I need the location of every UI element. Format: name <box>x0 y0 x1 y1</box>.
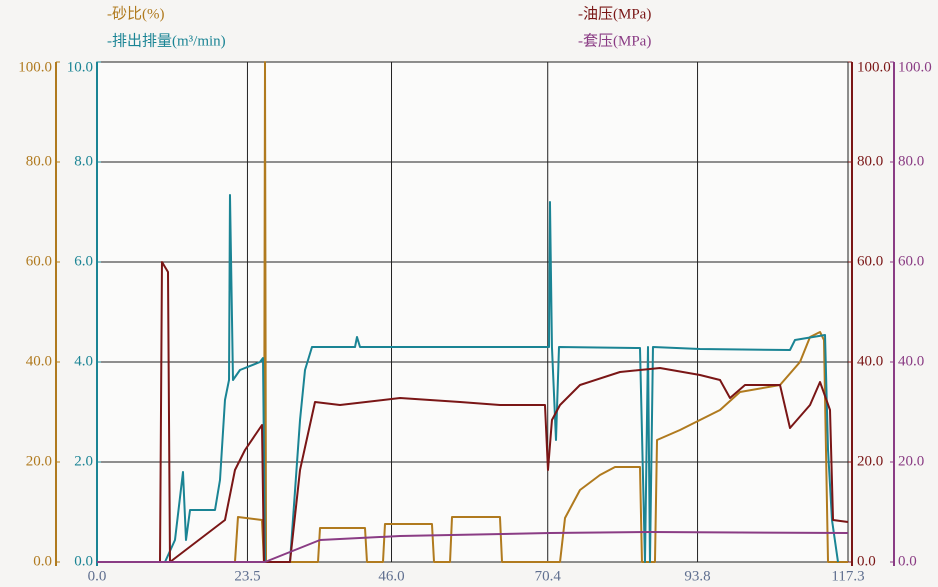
y-tick-label: 0.0 <box>898 553 917 569</box>
x-tick-label: 23.5 <box>234 568 260 584</box>
y-tick-label: 20.0 <box>898 453 924 469</box>
y-tick-label: 100.0 <box>18 59 52 75</box>
x-tick-label: 93.8 <box>684 568 710 584</box>
y-tick-label: 40.0 <box>898 353 924 369</box>
plot-area <box>96 61 849 563</box>
y-tick-label: 4.0 <box>74 353 93 369</box>
series-line <box>97 261 849 563</box>
y-tick-label: 80.0 <box>898 153 924 169</box>
x-tick-label: 70.4 <box>535 568 562 584</box>
y-tick-label: 80.0 <box>26 153 52 169</box>
y-tick-label: 20.0 <box>857 453 883 469</box>
y-tick-label: 60.0 <box>898 253 924 269</box>
y-tick-label: 100.0 <box>898 59 932 75</box>
y-tick-label: 80.0 <box>857 153 883 169</box>
x-tick-label: 117.3 <box>831 568 864 584</box>
legend-label: -油压(MPa) <box>578 5 651 22</box>
x-tick-label: 46.0 <box>378 568 404 584</box>
y-tick-label: 10.0 <box>67 59 93 75</box>
y-tick-label: 100.0 <box>857 59 891 75</box>
series-line <box>97 531 849 563</box>
y-tick-label: 8.0 <box>74 153 93 169</box>
y-tick-label: 40.0 <box>26 353 52 369</box>
legend-label: -排出排量(m³/min) <box>107 32 226 49</box>
series-line <box>97 194 839 563</box>
y-tick-label: 60.0 <box>26 253 52 269</box>
x-tick-label: 0.0 <box>88 568 107 584</box>
y-tick-label: 6.0 <box>74 253 93 269</box>
y-tick-label: 0.0 <box>857 553 876 569</box>
y-tick-label: 20.0 <box>26 453 52 469</box>
y-tick-label: 60.0 <box>857 253 883 269</box>
y-tick-label: 2.0 <box>74 453 93 469</box>
y-tick-label: 40.0 <box>857 353 883 369</box>
legend-label: -套压(MPa) <box>578 32 651 49</box>
legend-label: -砂比(%) <box>107 5 164 22</box>
y-tick-label: 0.0 <box>74 553 93 569</box>
y-tick-label: 0.0 <box>33 553 52 569</box>
